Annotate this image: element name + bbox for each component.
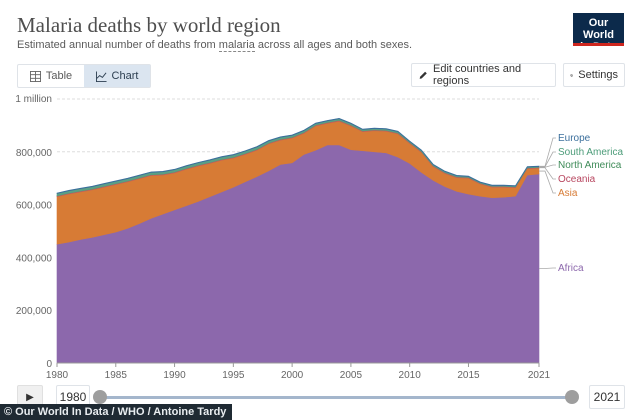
area-chart: 0 200,000 400,000 600,000 800,000 1 million 1… xyxy=(15,94,623,381)
x-tick-label: 2000 xyxy=(281,370,304,381)
x-tick-label: 2005 xyxy=(340,370,363,381)
logo-accent-bar xyxy=(573,43,624,46)
tab-chart-label: Chart xyxy=(111,70,139,82)
legend-label-oceania[interactable]: Oceania xyxy=(558,174,596,185)
chart-icon xyxy=(95,70,107,82)
chart-legend: Europe South America North America Oceania A… xyxy=(539,133,623,274)
x-tick-label: 2015 xyxy=(457,370,480,381)
legend-connector xyxy=(539,167,556,180)
chart-areas xyxy=(56,117,540,364)
legend-label-asia[interactable]: Asia xyxy=(558,188,578,199)
y-tick-label: 1 million xyxy=(15,94,52,105)
pencil-icon xyxy=(419,71,427,79)
logo-line-1: Our World xyxy=(583,17,614,41)
y-axis-labels: 0 200,000 400,000 600,000 800,000 1 million xyxy=(15,94,52,370)
edit-countries-button[interactable]: Edit countries and regions xyxy=(411,63,556,87)
tab-table[interactable]: Table xyxy=(18,65,84,87)
y-tick-label: 800,000 xyxy=(16,148,53,159)
y-tick-label: 400,000 xyxy=(16,253,53,264)
timeline-track[interactable] xyxy=(100,396,572,399)
photo-credit: © Our World In Data / WHO / Antoine Tard… xyxy=(0,404,233,420)
tab-table-label: Table xyxy=(45,70,73,82)
y-tick-label: 0 xyxy=(46,359,52,370)
y-tick-label: 200,000 xyxy=(16,306,53,317)
tab-chart[interactable]: Chart xyxy=(84,65,150,87)
x-tick-label: 1985 xyxy=(105,370,128,381)
y-tick-label: 600,000 xyxy=(16,201,53,212)
table-icon xyxy=(29,70,41,82)
x-axis-labels: 1980 1985 1990 1995 2000 2005 2010 2015 2021 xyxy=(46,363,551,381)
owid-logo[interactable]: Our World in Data xyxy=(573,13,624,53)
start-year-handle[interactable] xyxy=(93,390,107,404)
x-tick-label: 1995 xyxy=(222,370,245,381)
chart-title: Malaria deaths by world region xyxy=(17,13,281,37)
legend-connector xyxy=(539,170,556,194)
x-tick-label: 1980 xyxy=(46,370,69,381)
play-icon: ▶ xyxy=(26,391,34,403)
x-tick-label: 2010 xyxy=(399,370,422,381)
subtitle-text-end: across all ages and both sexes. xyxy=(254,39,413,51)
legend-connector xyxy=(539,137,556,167)
legend-label-africa[interactable]: Africa xyxy=(558,263,584,274)
legend-connector xyxy=(539,164,556,168)
x-tick-label: 2021 xyxy=(528,370,551,381)
legend-label-north-america[interactable]: North America xyxy=(558,160,622,171)
settings-label: Settings xyxy=(578,69,618,81)
subtitle-text-start: Estimated annual number of deaths from xyxy=(17,39,219,51)
chart-subtitle: Estimated annual number of deaths from m… xyxy=(17,39,413,52)
legend-label-south-america[interactable]: South America xyxy=(558,147,623,158)
timeline-controls: ▶ 1980 2021 xyxy=(0,385,634,409)
malaria-definition-link[interactable]: malaria xyxy=(218,39,255,52)
end-year-handle[interactable] xyxy=(565,390,579,404)
edit-countries-label: Edit countries and regions xyxy=(433,63,522,87)
legend-label-europe[interactable]: Europe xyxy=(558,133,591,144)
end-year-box[interactable]: 2021 xyxy=(589,385,625,409)
view-tabs: Table Chart xyxy=(17,64,151,88)
x-tick-label: 1990 xyxy=(163,370,186,381)
settings-button[interactable]: Settings xyxy=(563,63,625,87)
gear-icon xyxy=(570,73,573,77)
